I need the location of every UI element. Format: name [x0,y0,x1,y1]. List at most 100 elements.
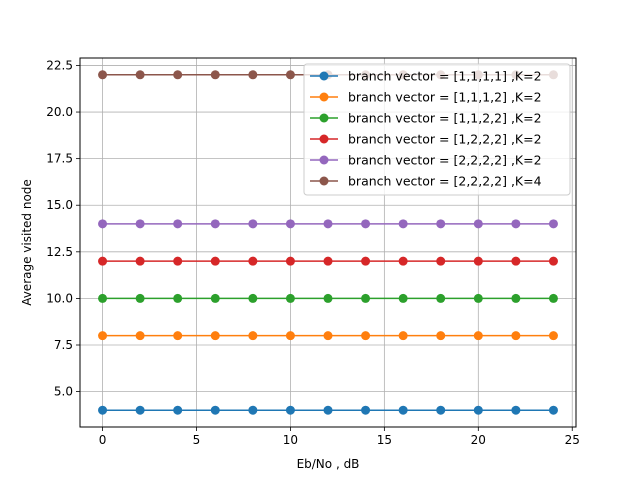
legend-marker [319,134,329,144]
y-tick-label: 10.0 [46,291,73,305]
data-point [473,331,483,341]
legend-marker [319,71,329,81]
data-point [436,256,446,266]
data-point [398,405,408,415]
legend-label: branch vector = [2,2,2,2] ,K=2 [348,153,542,168]
legend-label: branch vector = [2,2,2,2] ,K=4 [348,174,542,189]
data-point [135,70,145,80]
x-tick-label: 0 [99,433,107,447]
x-tick-label: 10 [283,433,298,447]
legend-label: branch vector = [1,1,1,2] ,K=2 [348,90,542,105]
legend: branch vector = [1,1,1,1] ,K=2 branch vec… [303,63,571,196]
data-point [135,293,145,303]
data-point [361,293,371,303]
legend-box [303,63,571,196]
data-point [98,70,108,80]
series-group [98,219,558,229]
x-tick-label: 5 [193,433,201,447]
data-point [285,256,295,266]
legend-label: branch vector = [1,2,2,2] ,K=2 [348,132,542,147]
series-group [98,293,558,303]
data-point [285,331,295,341]
data-point [323,331,333,341]
data-point [135,405,145,415]
data-point [173,70,183,80]
data-point [548,219,558,229]
data-point [436,219,446,229]
data-point [98,331,108,341]
legend-marker [319,155,329,165]
legend-marker [319,113,329,123]
y-tick-label: 5.0 [54,385,73,399]
data-point [511,219,521,229]
data-point [135,219,145,229]
x-axis-label: Eb/No , dB [297,457,360,471]
data-point [210,293,220,303]
data-point [248,331,258,341]
y-tick-label: 15.0 [46,198,73,212]
x-tick-label: 25 [565,433,580,447]
data-point [173,256,183,266]
y-tick-label: 7.5 [54,338,73,352]
data-point [135,256,145,266]
data-point [398,219,408,229]
y-tick-label: 22.5 [46,58,73,72]
data-point [511,331,521,341]
data-point [173,293,183,303]
data-point [173,405,183,415]
x-tick-label: 15 [377,433,392,447]
data-point [285,219,295,229]
data-point [473,256,483,266]
data-point [323,219,333,229]
data-point [98,256,108,266]
legend-label: branch vector = [1,1,2,2] ,K=2 [348,111,542,126]
axis-ticks: 0 5 10 15 20 25 5.0 7.5 10.0 12.5 15.0 17.5 20.0 22.5 [46,58,580,447]
y-tick-label: 17.5 [46,152,73,166]
data-point [398,256,408,266]
data-point [173,331,183,341]
series-group [98,405,558,415]
data-point [248,219,258,229]
legend-label: branch vector = [1,1,1,1] ,K=2 [348,69,542,84]
data-point [285,405,295,415]
data-point [398,293,408,303]
data-point [285,70,295,80]
data-point [248,70,258,80]
data-point [436,293,446,303]
data-point [361,219,371,229]
data-point [548,293,558,303]
data-point [323,405,333,415]
data-point [473,405,483,415]
data-point [398,331,408,341]
data-point [248,405,258,415]
data-point [98,293,108,303]
data-point [436,405,446,415]
data-point [511,256,521,266]
data-point [248,293,258,303]
y-axis-label: Average visited node [20,179,34,306]
axes-frame [79,57,577,428]
data-point [210,70,220,80]
data-point [210,256,220,266]
data-point [210,219,220,229]
data-point [361,405,371,415]
x-tick-label: 20 [471,433,486,447]
legend-marker [319,92,329,102]
data-point [248,256,258,266]
data-point [323,256,333,266]
data-point [473,293,483,303]
data-point [548,331,558,341]
data-point [511,293,521,303]
y-tick-label: 12.5 [46,245,73,259]
data-point [473,219,483,229]
data-point [548,405,558,415]
series-group [98,331,558,341]
data-point [323,293,333,303]
data-point [361,256,371,266]
data-point [285,293,295,303]
series-group [98,256,558,266]
data-point [98,405,108,415]
legend-marker [319,176,329,186]
data-point [210,331,220,341]
